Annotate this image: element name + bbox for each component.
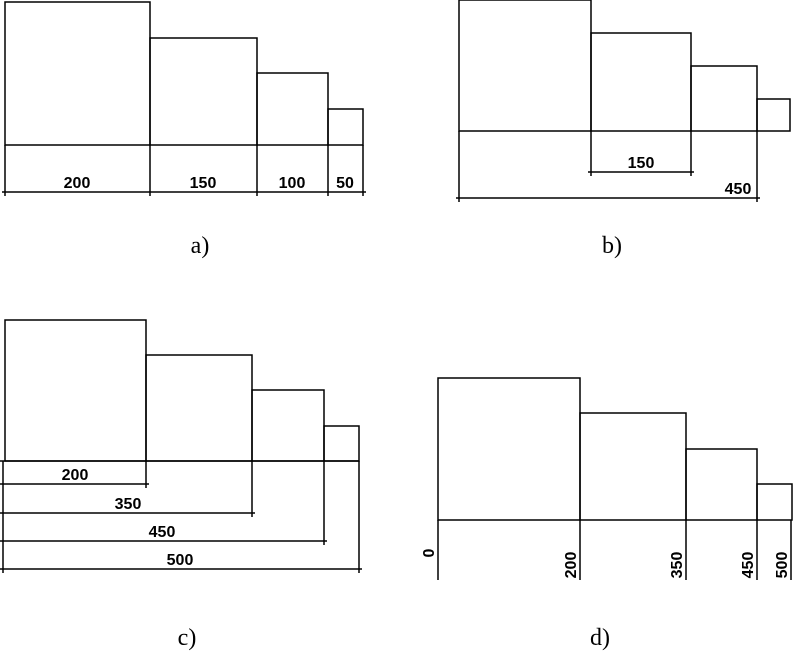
dimension: 350 xyxy=(669,552,686,579)
dimension: 0 xyxy=(421,548,438,557)
caption: c) xyxy=(178,625,197,651)
dimension: 500 xyxy=(167,552,194,569)
dimension: 500 xyxy=(774,552,791,579)
dimension: 150 xyxy=(628,155,655,172)
dimension: 150 xyxy=(190,175,217,192)
panel-b xyxy=(456,0,791,202)
dimension: 450 xyxy=(740,552,757,579)
caption: a) xyxy=(191,233,210,259)
caption: b) xyxy=(602,233,622,259)
panel-c xyxy=(0,319,362,573)
dimension: 100 xyxy=(279,175,306,192)
dimension: 200 xyxy=(563,552,580,579)
panel-a xyxy=(2,1,366,196)
dimension: 450 xyxy=(725,181,752,198)
panel-d xyxy=(437,377,793,580)
dimension: 200 xyxy=(62,467,89,484)
caption: d) xyxy=(590,625,610,651)
dimension: 350 xyxy=(115,496,142,513)
dimension: 200 xyxy=(64,175,91,192)
dimension: 450 xyxy=(149,524,176,541)
dimension: 50 xyxy=(336,175,354,192)
